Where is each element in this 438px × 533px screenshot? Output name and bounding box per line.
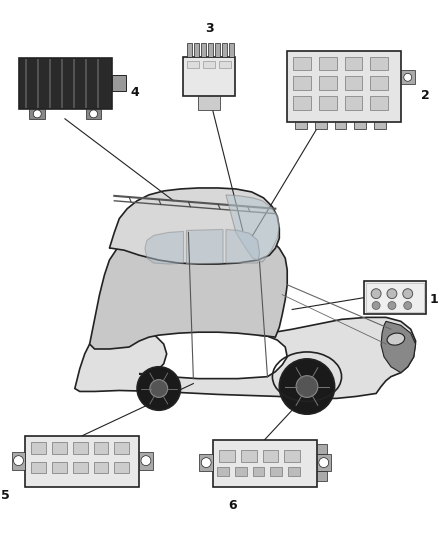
Circle shape <box>150 379 168 398</box>
Bar <box>184 56 235 96</box>
Bar <box>229 43 234 56</box>
Bar <box>315 122 327 128</box>
Bar <box>32 462 46 473</box>
Bar <box>293 96 311 110</box>
Bar <box>213 440 317 487</box>
Circle shape <box>14 456 24 465</box>
Bar <box>73 442 88 454</box>
Bar <box>114 462 129 473</box>
Circle shape <box>141 456 151 465</box>
Circle shape <box>90 110 98 118</box>
Bar <box>335 122 346 128</box>
Bar <box>52 442 67 454</box>
Bar <box>345 56 362 70</box>
Bar <box>364 281 426 314</box>
Bar <box>222 43 227 56</box>
Bar <box>262 450 278 462</box>
Bar <box>73 462 88 473</box>
Circle shape <box>201 458 211 467</box>
Polygon shape <box>110 188 279 264</box>
Text: 6: 6 <box>229 499 237 512</box>
Text: 4: 4 <box>130 86 139 99</box>
Bar <box>253 466 265 477</box>
Bar <box>370 76 388 90</box>
Circle shape <box>371 289 381 298</box>
Bar <box>284 450 300 462</box>
Ellipse shape <box>387 333 405 345</box>
Bar <box>187 43 192 56</box>
Bar <box>11 452 25 470</box>
Text: 3: 3 <box>205 22 213 35</box>
Bar <box>52 462 67 473</box>
Bar <box>288 466 300 477</box>
Circle shape <box>319 458 328 467</box>
Bar <box>317 458 327 467</box>
Polygon shape <box>226 195 279 262</box>
Polygon shape <box>381 321 416 373</box>
Bar <box>25 436 139 487</box>
Polygon shape <box>145 231 184 264</box>
Bar <box>319 96 337 110</box>
Bar <box>217 466 229 477</box>
Bar <box>198 96 220 110</box>
Bar <box>29 109 45 119</box>
Bar <box>203 61 215 68</box>
Bar <box>18 58 113 109</box>
Bar <box>293 76 311 90</box>
Bar <box>370 96 388 110</box>
Bar <box>370 56 388 70</box>
Bar <box>287 51 401 122</box>
Bar <box>319 56 337 70</box>
Bar <box>345 96 362 110</box>
Polygon shape <box>75 317 416 398</box>
Bar <box>354 122 366 128</box>
Bar <box>293 56 311 70</box>
Bar <box>94 442 109 454</box>
Bar <box>199 454 213 472</box>
Bar <box>401 70 415 84</box>
Bar <box>317 444 327 454</box>
Bar <box>295 122 307 128</box>
Circle shape <box>387 289 397 298</box>
Bar <box>194 43 199 56</box>
Bar <box>215 43 220 56</box>
Text: 2: 2 <box>420 88 429 102</box>
Circle shape <box>404 302 412 310</box>
Circle shape <box>403 289 413 298</box>
Bar <box>201 43 206 56</box>
Bar <box>219 61 231 68</box>
Bar <box>319 76 337 90</box>
Bar <box>94 462 109 473</box>
Text: 1: 1 <box>430 293 438 306</box>
Circle shape <box>33 110 41 118</box>
Circle shape <box>279 359 335 414</box>
Bar <box>317 472 327 481</box>
Polygon shape <box>187 229 223 264</box>
Bar <box>86 109 102 119</box>
Polygon shape <box>90 229 287 349</box>
Bar <box>114 442 129 454</box>
Bar <box>345 76 362 90</box>
Circle shape <box>404 74 412 81</box>
Bar <box>208 43 213 56</box>
Bar <box>219 450 235 462</box>
Bar <box>187 61 199 68</box>
Bar <box>241 450 257 462</box>
Bar <box>317 454 331 472</box>
Circle shape <box>372 302 380 310</box>
Circle shape <box>296 376 318 398</box>
Bar <box>139 452 153 470</box>
Bar <box>113 75 126 91</box>
Bar <box>366 283 424 312</box>
Bar <box>374 122 386 128</box>
Text: 5: 5 <box>1 489 10 502</box>
Polygon shape <box>226 229 260 263</box>
Bar <box>270 466 282 477</box>
Circle shape <box>137 367 180 410</box>
Bar <box>235 466 247 477</box>
Circle shape <box>388 302 396 310</box>
Bar <box>32 442 46 454</box>
